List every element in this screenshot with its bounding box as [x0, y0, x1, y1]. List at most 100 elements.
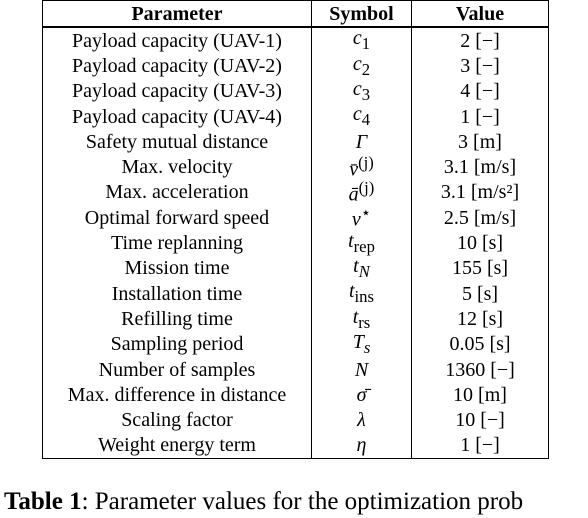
- symbol-subscript: rep: [353, 236, 375, 256]
- symbol-base: c: [352, 77, 362, 100]
- symbol-base: Γ: [355, 130, 368, 153]
- value-cell: 3.1 [m/s²]: [411, 179, 549, 206]
- header-value: Value: [411, 0, 549, 28]
- value-cell: 155 [s]: [411, 255, 549, 281]
- table-row: Time replanning trep 10 [s]: [42, 230, 549, 256]
- symbol-cell: ā(j): [311, 178, 412, 206]
- table-row: Payload capacity (UAV-4) c4 1 [−]: [42, 103, 549, 130]
- table-row: Scaling factor λ 10 [−]: [42, 407, 549, 433]
- symbol-superscript: ⋆: [360, 203, 372, 223]
- symbol-cell: c3: [311, 77, 412, 104]
- table-row: Sampling period Ts 0.05 [s]: [42, 330, 549, 357]
- symbol-subscript: 3: [361, 84, 371, 104]
- table-row: Optimal forward speed v⋆ 2.5 [m/s]: [42, 203, 549, 232]
- table-row: Safety mutual distance Γ 3 [m]: [42, 129, 549, 155]
- parameter-cell: Max. velocity: [42, 154, 312, 180]
- symbol-cell: v̄(j): [311, 152, 412, 181]
- value-cell: 2 [−]: [411, 27, 549, 54]
- parameter-cell: Refilling time: [42, 306, 312, 332]
- symbol-subscript: 2: [361, 59, 371, 79]
- value-cell: 3 [m]: [411, 129, 549, 155]
- parameter-cell: Sampling period: [42, 331, 312, 357]
- symbol-base: v̄: [349, 158, 359, 181]
- table-caption: Table 1: Parameter values for the optimi…: [4, 488, 523, 516]
- parameter-cell: Safety mutual distance: [42, 129, 312, 155]
- parameter-cell: Scaling factor: [42, 407, 312, 433]
- table-row: Installation time tins 5 [s]: [42, 280, 549, 307]
- value-cell: 3 [−]: [411, 53, 549, 79]
- table-row: Mission time tN 155 [s]: [42, 254, 549, 281]
- symbol-cell: η: [311, 432, 412, 460]
- table-row: Max. velocity v̄(j) 3.1 [m/s]: [42, 152, 549, 181]
- symbol-subscript: N: [358, 261, 370, 281]
- symbol-base: ā: [348, 183, 359, 206]
- parameter-cell: Payload capacity (UAV-3): [42, 78, 312, 104]
- symbol-base: T: [352, 330, 364, 353]
- symbol-base: λ: [357, 409, 366, 432]
- value-cell: 1 [−]: [411, 432, 549, 460]
- symbol-base: c: [352, 103, 362, 126]
- symbol-cell: c1: [311, 27, 412, 54]
- parameter-cell: Number of samples: [42, 356, 312, 383]
- table-row: Payload capacity (UAV-1) c1 2 [−]: [42, 27, 549, 54]
- symbol-base: N: [354, 358, 369, 381]
- table-row: Number of samples N 1360 [−]: [42, 356, 549, 383]
- symbol-base: c: [352, 52, 362, 75]
- symbol-base: c: [352, 27, 362, 50]
- symbol-base: t: [348, 280, 355, 303]
- symbol-subscript: rs: [358, 312, 371, 332]
- parameter-cell: Time replanning: [42, 230, 312, 256]
- value-cell: 1360 [−]: [411, 356, 549, 383]
- value-cell: 4 [−]: [411, 78, 549, 104]
- table-row: Refilling time trs 12 [s]: [42, 305, 549, 332]
- parameter-cell: Weight energy term: [42, 432, 312, 460]
- value-cell: 10 [s]: [411, 230, 549, 256]
- table-row: Weight energy term η 1 [−]: [42, 432, 549, 460]
- parameter-table: Parameter Symbol Value Payload capacity …: [42, 0, 549, 460]
- value-cell: 10 [−]: [411, 407, 549, 433]
- symbol-base: σ̄: [356, 383, 367, 406]
- symbol-base: η: [356, 434, 367, 457]
- symbol-cell: λ: [311, 407, 412, 433]
- value-cell: 0.05 [s]: [411, 331, 549, 357]
- parameter-cell: Payload capacity (UAV-2): [42, 53, 312, 79]
- table-row: Payload capacity (UAV-3) c3 4 [−]: [42, 77, 549, 104]
- table-row: Payload capacity (UAV-2) c2 3 [−]: [42, 52, 549, 79]
- symbol-cell: Ts: [311, 330, 412, 357]
- symbol-base: t: [352, 305, 359, 328]
- symbol-cell: c4: [311, 103, 412, 130]
- symbol-subscript: s: [363, 337, 371, 357]
- header-symbol: Symbol: [311, 0, 412, 28]
- symbol-cell: trep: [311, 230, 412, 256]
- symbol-subscript: ins: [354, 287, 374, 307]
- parameter-cell: Payload capacity (UAV-1): [42, 27, 312, 54]
- symbol-subscript: 1: [361, 34, 371, 54]
- table-row: Max. acceleration ā(j) 3.1 [m/s²]: [42, 178, 549, 206]
- symbol-cell: σ̄: [311, 382, 412, 408]
- parameter-cell: Mission time: [42, 255, 312, 281]
- header-parameter: Parameter: [42, 0, 312, 28]
- value-cell: 3.1 [m/s]: [411, 154, 549, 180]
- symbol-cell: c2: [311, 52, 412, 79]
- caption-text: : Parameter values for the optimization …: [81, 488, 524, 515]
- symbol-cell: N: [311, 356, 412, 383]
- symbol-cell: tins: [311, 280, 412, 307]
- symbol-base: t: [353, 254, 359, 277]
- symbol-subscript: 4: [361, 110, 371, 130]
- symbol-cell: Γ: [311, 129, 412, 155]
- value-cell: 5 [s]: [411, 280, 549, 307]
- parameter-cell: Installation time: [42, 280, 312, 307]
- symbol-superscript: (j): [358, 178, 375, 198]
- symbol-cell: tN: [311, 254, 412, 281]
- symbol-cell: v⋆: [311, 203, 412, 232]
- parameter-cell: Optimal forward speed: [42, 205, 312, 231]
- table-row: Max. difference in distance σ̄ 10 [m]: [42, 382, 549, 408]
- symbol-base: v: [351, 209, 361, 232]
- value-cell: 12 [s]: [411, 306, 549, 332]
- symbol-superscript: (j): [358, 152, 374, 172]
- value-cell: 1 [−]: [411, 103, 549, 130]
- parameter-cell: Payload capacity (UAV-4): [42, 103, 312, 130]
- parameter-cell: Max. difference in distance: [42, 382, 312, 408]
- value-cell: 10 [m]: [411, 382, 549, 408]
- table-header-row: Parameter Symbol Value: [42, 0, 549, 28]
